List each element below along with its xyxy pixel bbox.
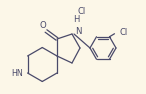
Text: Cl: Cl <box>119 28 128 37</box>
Text: H: H <box>73 14 79 24</box>
Text: N: N <box>75 28 81 36</box>
Text: HN: HN <box>11 69 22 77</box>
Text: O: O <box>40 22 46 30</box>
Text: Cl: Cl <box>78 8 86 17</box>
